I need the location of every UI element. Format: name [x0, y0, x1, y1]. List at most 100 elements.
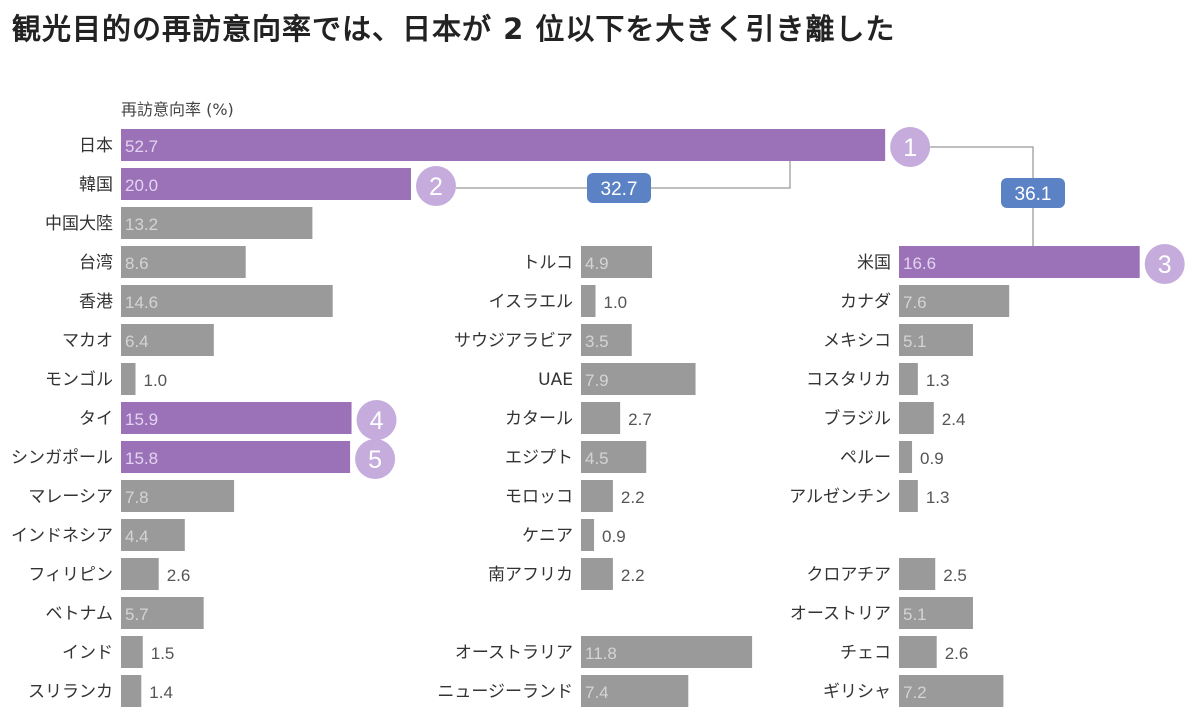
bar-シンガポール — [121, 441, 351, 473]
value-label: 3.5 — [585, 332, 609, 351]
bar-イスラエル — [581, 285, 596, 317]
y-axis-label: 再訪意向率 (%) — [121, 100, 234, 119]
rank-circle — [1144, 244, 1185, 284]
connector-line — [930, 146, 1034, 246]
value-label: 20.0 — [125, 176, 158, 195]
category-label: タイ — [79, 409, 113, 429]
category-label: UAE — [538, 370, 573, 390]
bar-メキシコ — [899, 324, 973, 356]
value-label: 16.6 — [903, 254, 936, 273]
value-label: 7.9 — [585, 371, 609, 390]
difference-label: 32.7 — [601, 179, 638, 200]
value-label: 52.7 — [125, 137, 158, 156]
category-label: アルゼンチン — [789, 487, 891, 507]
category-label: シンガポール — [11, 448, 113, 468]
bar-ブラジル — [899, 402, 934, 434]
category-label: 韓国 — [79, 175, 113, 195]
category-label: ニュージーランド — [437, 682, 573, 702]
value-label: 7.8 — [125, 488, 149, 507]
category-label: ブラジル — [823, 408, 891, 429]
value-label: 4.4 — [125, 527, 149, 546]
category-label: インド — [62, 643, 113, 663]
category-label: 中国大陸 — [45, 214, 113, 234]
category-label: イスラエル — [489, 292, 574, 312]
connector-line — [456, 161, 791, 189]
category-label: カナダ — [840, 292, 891, 312]
value-label: 2.5 — [943, 566, 967, 585]
bar-アルゼンチン — [899, 480, 918, 512]
category-label: 米国 — [857, 253, 891, 273]
value-label: 5.1 — [903, 332, 927, 351]
bar-サウジアラビア — [581, 324, 632, 356]
value-label: 2.4 — [942, 410, 966, 429]
category-label: マレーシア — [28, 487, 113, 507]
bar-ベトナム — [121, 597, 204, 629]
category-label: インドネシア — [11, 526, 113, 546]
bar-香港 — [121, 285, 333, 317]
category-label: コスタリカ — [806, 370, 891, 390]
value-label: 15.9 — [125, 410, 158, 429]
value-label: 0.9 — [920, 449, 944, 468]
category-label: ギリシャ — [823, 682, 891, 702]
value-label: 1.3 — [926, 488, 950, 507]
category-label: 香港 — [79, 292, 113, 312]
rank-circle — [416, 166, 456, 206]
category-label: メキシコ — [823, 331, 891, 351]
value-label: 15.8 — [125, 449, 158, 468]
category-label: ペルー — [840, 448, 891, 468]
bar-タイ — [121, 402, 352, 434]
rank-circle — [355, 439, 396, 479]
value-label: 1.5 — [151, 644, 175, 663]
rank-number: 5 — [368, 446, 382, 474]
value-label: 8.6 — [125, 254, 149, 273]
bar-オーストラリア — [581, 636, 753, 668]
rank-circle — [356, 400, 397, 440]
rank-circle — [890, 127, 931, 167]
value-label: 6.4 — [125, 332, 149, 351]
bar-カナダ — [899, 285, 1010, 317]
difference-badge — [587, 173, 651, 203]
bar-トルコ — [581, 246, 653, 278]
bar-ニュージーランド — [581, 675, 689, 707]
bar-インド — [121, 636, 143, 668]
value-label: 2.6 — [167, 566, 191, 585]
value-label: 7.4 — [585, 683, 609, 702]
value-label: 11.8 — [585, 644, 617, 663]
rank-number: 4 — [370, 407, 384, 435]
bar-ケニア — [581, 519, 595, 551]
category-label: フィリピン — [28, 565, 113, 585]
category-label: ベトナム — [46, 604, 114, 624]
value-label: 2.2 — [621, 566, 645, 585]
bar-カタール — [581, 402, 621, 434]
category-label: マカオ — [62, 331, 113, 351]
bar-南アフリカ — [581, 558, 613, 590]
category-label: モロッコ — [505, 487, 573, 507]
category-label: 日本 — [79, 136, 113, 156]
difference-label: 36.1 — [1015, 184, 1052, 205]
category-label: トルコ — [522, 253, 573, 273]
category-label: サウジアラビア — [454, 331, 573, 351]
category-label: ケニア — [522, 526, 573, 546]
bar-コスタリカ — [899, 363, 918, 395]
value-label: 0.9 — [602, 527, 626, 546]
value-label: 2.7 — [628, 410, 652, 429]
bar-クロアチア — [899, 558, 936, 590]
category-label: クロアチア — [806, 565, 891, 585]
bar-エジプト — [581, 441, 647, 473]
bar-マレーシア — [121, 480, 235, 512]
category-label: 台湾 — [79, 253, 113, 273]
rank-number: 1 — [903, 134, 917, 162]
value-label: 7.6 — [903, 293, 927, 312]
bar-日本 — [121, 129, 886, 161]
rank-number: 2 — [429, 173, 443, 201]
rank-number: 3 — [1158, 251, 1172, 279]
bar-マカオ — [121, 324, 214, 356]
category-label: エジプト — [505, 448, 573, 468]
category-label: モンゴル — [45, 369, 113, 390]
value-label: 1.3 — [926, 371, 950, 390]
bar-UAE — [581, 363, 696, 395]
value-label: 1.0 — [604, 293, 628, 312]
bar-インドネシア — [121, 519, 185, 551]
value-label: 4.9 — [585, 254, 609, 273]
difference-badge — [1001, 178, 1065, 208]
